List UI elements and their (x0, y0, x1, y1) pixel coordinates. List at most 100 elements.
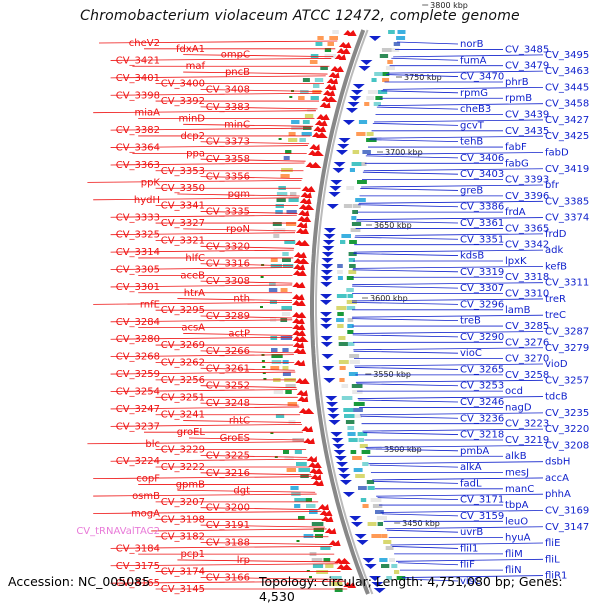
label-connector (372, 477, 544, 481)
reverse-gene-arrow (321, 264, 334, 269)
feature-block (291, 120, 300, 124)
gene-label: lpxK (505, 256, 527, 267)
feature-block (294, 498, 307, 502)
label-connector (351, 301, 459, 305)
label-connector (183, 71, 328, 75)
forward-gene-arrow (321, 516, 331, 521)
feature-block (367, 522, 377, 526)
feature-block (382, 78, 390, 82)
gene-label: CV_3470 (460, 72, 504, 83)
feature-block (348, 270, 357, 274)
gene-label: lamB (505, 305, 531, 316)
feature-block (346, 186, 355, 190)
feature-block (347, 330, 354, 334)
gene-label: CV_3301 (116, 282, 160, 293)
label-connector (353, 350, 459, 354)
feature-block (271, 348, 278, 352)
label-connector (110, 371, 296, 375)
reverse-gene-arrow (338, 474, 351, 479)
gene-label: CV_3427 (545, 115, 589, 126)
forward-gene-labels: cheV2fdxA1ompCCV_3421mafpncBCV_3401CV_34… (76, 38, 348, 595)
backbone-arc (315, 29, 374, 595)
scale-label: 3750 kbp (404, 73, 442, 82)
gene-label: CV_3403 (460, 169, 504, 180)
forward-gene-arrow (293, 258, 303, 263)
feature-block (282, 252, 289, 256)
gene-label: manC (505, 484, 534, 495)
feature-block (347, 324, 354, 328)
label-connector (110, 75, 326, 79)
label-connector (392, 546, 459, 549)
label-connector (354, 367, 459, 370)
reverse-gene-arrow (332, 168, 345, 173)
reverse-gene-arrow (323, 378, 336, 383)
gene-label: CV_3224 (116, 456, 160, 467)
gene-label: nth (233, 294, 250, 305)
gene-label: CV_3198 (161, 514, 205, 525)
forward-gene-arrow (330, 66, 340, 71)
feature-block (366, 480, 375, 484)
gene-label: groEL (177, 427, 206, 438)
feature-block (320, 66, 328, 70)
reverse-gene-arrow (351, 522, 364, 527)
feature-block (358, 120, 368, 124)
genome-backbone (310, 29, 374, 595)
forward-gene-arrow (306, 456, 316, 461)
feature-block (389, 558, 395, 562)
gene-label: treB (460, 316, 481, 327)
feature-block (349, 168, 355, 172)
feature-block (300, 474, 309, 478)
marker-dot (260, 306, 263, 308)
feature-block (353, 402, 365, 406)
gene-label: CV_3485 (505, 44, 549, 55)
feature-block (347, 318, 354, 322)
label-connector (396, 558, 544, 562)
label-connector (200, 106, 318, 110)
feature-block (312, 90, 322, 94)
feature-block (336, 318, 344, 322)
feature-block (391, 48, 400, 52)
gene-label: miaA (135, 108, 161, 119)
label-connector (360, 415, 459, 419)
label-connector (93, 301, 293, 305)
gene-label: CV_3259 (116, 369, 160, 380)
reverse-gene-arrow (325, 396, 338, 401)
feature-block (351, 384, 363, 388)
reverse-gene-arrow (371, 582, 384, 587)
forward-gene-arrow (328, 72, 338, 77)
gene-label: fadL (460, 478, 482, 489)
gene-label: CV_3258 (505, 370, 549, 381)
feature-block (303, 534, 314, 538)
gene-label: ppa (186, 148, 205, 159)
label-connector (87, 180, 302, 183)
forward-gene-arrow (323, 90, 333, 95)
feature-block (360, 498, 367, 502)
gene-label: gcvT (460, 120, 485, 131)
label-connector (110, 563, 339, 567)
label-connector (360, 188, 459, 191)
gene-label: gpmB (176, 479, 205, 490)
feature-block (276, 198, 286, 202)
label-connector (110, 162, 305, 166)
reverse-gene-arrow (356, 540, 369, 545)
feature-block (299, 138, 306, 142)
reverse-gene-arrow (360, 60, 373, 65)
label-connector (353, 249, 544, 253)
reverse-gene-arrow (362, 558, 375, 563)
reverse-gene-arrow (320, 342, 333, 347)
feature-block (346, 288, 354, 292)
gene-label: CV_3145 (161, 584, 205, 595)
feature-block (346, 276, 354, 280)
feature-block (285, 150, 292, 154)
label-connector (386, 74, 459, 77)
gene-label: CV_3314 (116, 247, 160, 258)
label-connector (362, 171, 459, 175)
feature-block (302, 78, 310, 82)
gene-label: dcp2 (180, 131, 205, 142)
gene-label: CV_3287 (545, 326, 589, 337)
reverse-gene-arrow (323, 234, 336, 239)
gene-label: fumA (460, 55, 487, 66)
forward-gene-arrow (309, 468, 319, 473)
label-connector (369, 139, 459, 143)
